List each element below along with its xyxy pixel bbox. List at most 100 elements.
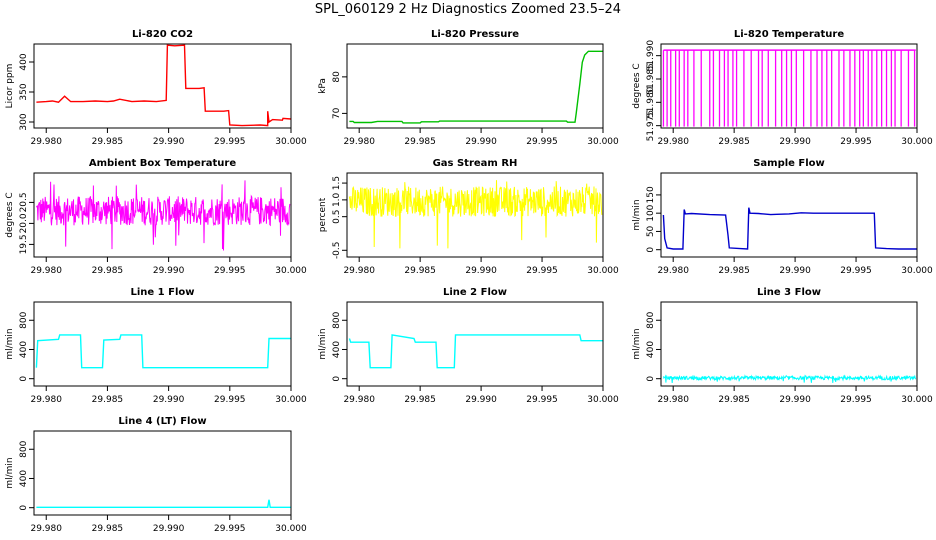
x-tick-label: 29.995	[526, 395, 558, 405]
series-group	[35, 180, 291, 251]
series-group	[662, 49, 916, 127]
x-tick-label: 29.995	[526, 266, 558, 276]
plot-frame	[33, 172, 292, 258]
y-axis-label: degrees C	[5, 192, 15, 237]
x-tick-label: 29.990	[465, 137, 497, 147]
x-tick-label: 29.985	[92, 137, 124, 147]
x-tick-label: 29.980	[343, 137, 375, 147]
x-tick-label: 29.985	[718, 395, 750, 405]
y-axis-label: kPa	[318, 78, 328, 94]
y-tick-label: 800	[19, 440, 29, 457]
plot-frame	[346, 301, 604, 387]
x-tick-label: 29.985	[92, 395, 124, 405]
plot-frame	[660, 172, 918, 258]
y-axis-label: ml/min	[5, 457, 15, 488]
x-tick-label: 29.990	[465, 395, 497, 405]
panel-2: Li-820 Pressure 29.980 29.985 29.990 29.995 3…	[318, 29, 619, 147]
panel-title: Ambient Box Temperature	[89, 158, 236, 169]
series-group	[662, 374, 917, 384]
x-tick-label: 30.000	[275, 524, 307, 534]
x-tick-label: 29.985	[718, 137, 750, 147]
x-tick-label: 30.000	[901, 266, 933, 276]
panel-title: Line 1 Flow	[131, 287, 195, 298]
panel-3: Li-820 Temperature 29.980 29.985 29.990 29.9…	[632, 29, 933, 147]
x-tick-label: 29.980	[657, 395, 689, 405]
y-axis-label: ml/min	[5, 328, 15, 359]
panel-title: Line 4 (LT) Flow	[118, 416, 206, 427]
y-tick-label: 300	[19, 113, 29, 130]
x-tick-label: 29.980	[30, 137, 62, 147]
x-tick-label: 29.980	[343, 395, 375, 405]
x-tick-label: 29.990	[153, 395, 185, 405]
y-tick-label: 70	[332, 107, 342, 119]
y-axis-label: Licor ppm	[5, 64, 15, 109]
x-tick-label: 30.000	[275, 395, 307, 405]
series-group	[348, 334, 603, 369]
series-line	[35, 180, 291, 251]
y-tick-label: 20.5	[19, 192, 29, 212]
x-tick-label: 30.000	[901, 137, 933, 147]
series-line	[348, 180, 603, 249]
x-tick-label: 30.000	[275, 137, 307, 147]
x-tick-label: 29.980	[657, 137, 689, 147]
x-tick-label: 29.985	[404, 137, 436, 147]
panel-title: Li-820 Temperature	[734, 29, 844, 40]
x-tick-label: 29.985	[404, 395, 436, 405]
y-tick-label: -0.5	[332, 241, 342, 259]
y-axis-label: percent	[318, 197, 328, 232]
x-tick-label: 29.980	[30, 524, 62, 534]
x-tick-label: 29.990	[153, 524, 185, 534]
y-tick-label: 800	[646, 311, 656, 328]
y-tick-label: 0	[332, 376, 342, 382]
y-tick-label: 51.985	[646, 63, 656, 95]
x-tick-label: 29.995	[840, 137, 872, 147]
panel-8: Line 2 Flow 29.980 29.985 29.990 29.995 30.00…	[318, 287, 619, 405]
y-tick-label: 0	[19, 505, 29, 511]
panel-title: Line 2 Flow	[443, 287, 507, 298]
x-tick-label: 29.990	[465, 266, 497, 276]
series-line	[36, 499, 291, 508]
series-group	[36, 499, 291, 508]
plot-frame	[660, 43, 918, 129]
panel-9: Line 3 Flow 29.980 29.985 29.990 29.995 30.00…	[632, 287, 933, 405]
series-line	[35, 334, 291, 369]
y-tick-label: 400	[19, 470, 29, 487]
x-tick-label: 29.995	[840, 266, 872, 276]
panel-5: Gas Stream RH 29.980 29.985 29.990 29.995 30.…	[318, 158, 619, 276]
panel-title: Li-820 Pressure	[431, 29, 519, 40]
series-line	[348, 334, 603, 369]
plot-frame	[33, 430, 292, 516]
panel-1: Li-820 CO2 29.980 29.985 29.990 29.995 30.000…	[5, 29, 307, 147]
series-line	[36, 44, 291, 127]
panel-title: Line 3 Flow	[757, 287, 821, 298]
y-axis-label: ml/min	[318, 328, 328, 359]
panel-title: Gas Stream RH	[433, 158, 518, 169]
x-tick-label: 30.000	[587, 137, 619, 147]
x-tick-label: 29.995	[214, 266, 246, 276]
x-tick-label: 29.995	[214, 395, 246, 405]
y-tick-label: 51.975	[646, 110, 656, 141]
panel-4: Ambient Box Temperature 29.980 29.985 29.99…	[5, 158, 307, 276]
plot-frame	[346, 172, 604, 258]
y-tick-label: 0	[19, 376, 29, 382]
y-tick-label: 0	[646, 376, 656, 382]
series-group	[35, 334, 291, 369]
y-tick-label: 0.5	[332, 210, 342, 224]
y-tick-label: 350	[19, 83, 29, 100]
panel-10: Line 4 (LT) Flow 29.980 29.985 29.990 29.995…	[5, 416, 307, 534]
plot-frame	[660, 301, 918, 387]
x-tick-label: 29.990	[779, 137, 811, 147]
y-tick-label: 0	[646, 247, 656, 253]
y-tick-label: 1.0	[332, 192, 342, 207]
y-tick-label: 400	[332, 341, 342, 358]
x-tick-label: 30.000	[901, 395, 933, 405]
x-tick-label: 29.990	[779, 266, 811, 276]
x-tick-label: 29.995	[214, 524, 246, 534]
plot-frame	[33, 301, 292, 387]
x-tick-label: 29.995	[840, 395, 872, 405]
y-tick-label: 100	[646, 204, 656, 221]
x-tick-label: 29.985	[92, 266, 124, 276]
y-tick-label: 50	[646, 225, 656, 237]
x-tick-label: 29.990	[779, 395, 811, 405]
x-tick-label: 29.985	[718, 266, 750, 276]
